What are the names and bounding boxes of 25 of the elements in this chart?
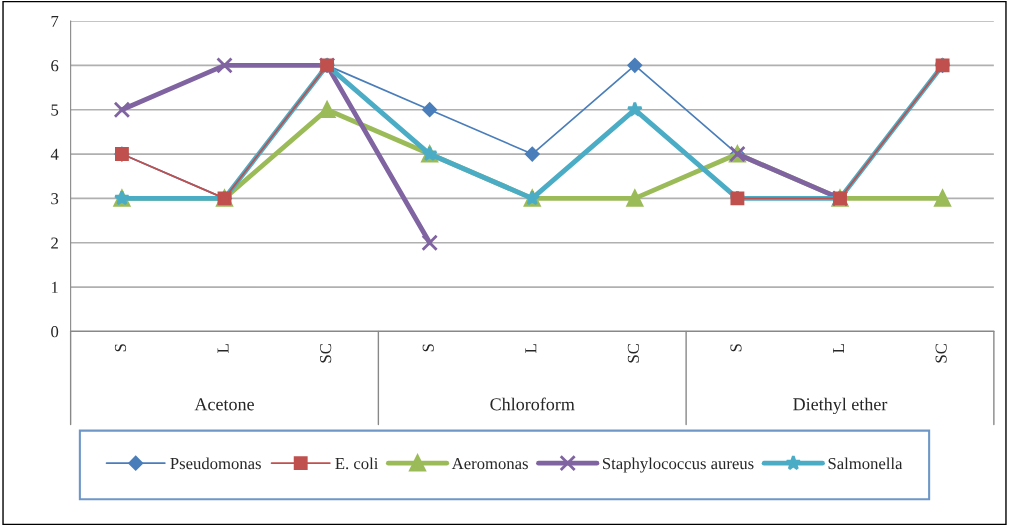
- x-tick-label: S: [730, 344, 742, 352]
- y-tick-label: 2: [51, 237, 58, 249]
- y-tick-label: 6: [51, 60, 59, 72]
- x-tick-label: S: [114, 344, 127, 352]
- legend-label: Staphylococcus aureus: [602, 457, 754, 473]
- text: Diethyl ether: [793, 397, 888, 415]
- x-tick-label: SC: [935, 344, 947, 363]
- legend-label: Pseudomonas: [170, 457, 261, 470]
- y-tick-label: 1: [51, 281, 58, 293]
- text: Acetone: [194, 398, 254, 411]
- legend-label: Salmonella: [828, 457, 903, 470]
- legend-label: E. coli: [335, 457, 379, 470]
- x-tick-label: S: [422, 344, 434, 352]
- x-tick-label: L: [525, 344, 537, 353]
- x-tick-label: SC: [627, 344, 639, 363]
- x-tick-label: L: [217, 344, 229, 353]
- x-tick-label: L: [833, 344, 844, 353]
- y-tick-label: 7: [51, 15, 59, 27]
- text: Chloroform: [490, 397, 575, 411]
- y-tick-label: 5: [51, 104, 59, 116]
- y-tick-label: 4: [50, 148, 59, 160]
- y-tick-label: 3: [51, 193, 59, 205]
- x-tick-label: SC: [320, 344, 332, 363]
- legend-label: Aeromonas: [451, 457, 528, 470]
- y-tick-label: 0: [51, 326, 59, 338]
